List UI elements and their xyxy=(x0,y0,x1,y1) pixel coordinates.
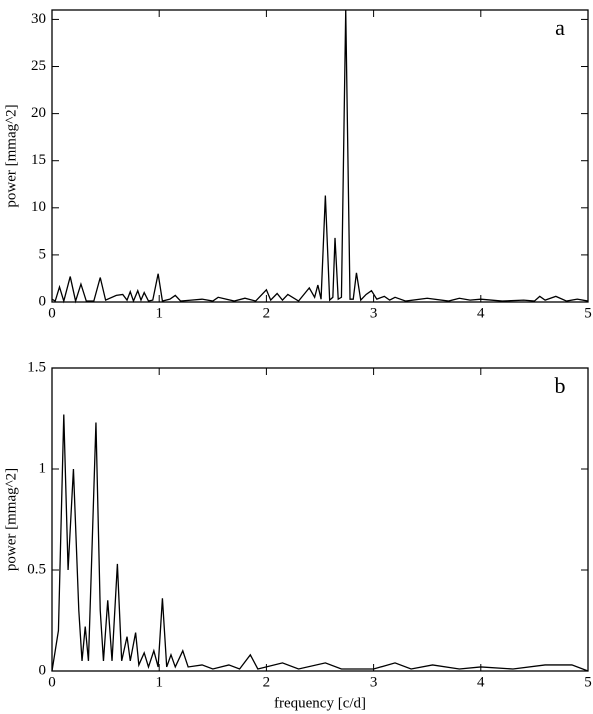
x-tick-label: 2 xyxy=(263,305,271,321)
y-tick-label: 1 xyxy=(39,460,47,476)
x-tick-label: 2 xyxy=(263,674,271,690)
y-axis-label: power [mmag^2] xyxy=(3,468,19,571)
y-axis-label: power [mmag^2] xyxy=(3,104,19,207)
y-tick-label: 15 xyxy=(31,152,46,168)
y-tick-label: 25 xyxy=(31,58,46,74)
panel-label: b xyxy=(555,373,566,398)
x-tick-label: 0 xyxy=(48,305,56,321)
data-line xyxy=(51,414,589,672)
y-tick-label: 10 xyxy=(31,199,46,215)
x-tick-label: 3 xyxy=(370,305,378,321)
x-tick-label: 3 xyxy=(370,674,378,690)
x-tick-label: 4 xyxy=(477,305,485,321)
y-tick-label: 5 xyxy=(39,246,47,262)
x-tick-label: 1 xyxy=(155,674,163,690)
y-tick-label: 20 xyxy=(31,105,46,121)
x-tick-label: 0 xyxy=(48,674,56,690)
x-tick-label: 4 xyxy=(477,674,485,690)
y-tick-label: 30 xyxy=(31,11,46,27)
x-tick-label: 5 xyxy=(584,674,592,690)
x-tick-label: 5 xyxy=(584,305,592,321)
plot-frame xyxy=(51,9,589,303)
y-tick-label: 0 xyxy=(39,293,47,309)
data-line xyxy=(51,9,589,304)
x-tick-label: 1 xyxy=(155,305,163,321)
plot-frame xyxy=(51,367,589,672)
y-tick-label: 0 xyxy=(39,662,47,678)
y-tick-label: 1.5 xyxy=(27,359,46,375)
y-tick-label: 0.5 xyxy=(27,561,46,577)
x-axis-label: frequency [c/d] xyxy=(274,695,366,711)
panel-label: a xyxy=(555,15,565,40)
